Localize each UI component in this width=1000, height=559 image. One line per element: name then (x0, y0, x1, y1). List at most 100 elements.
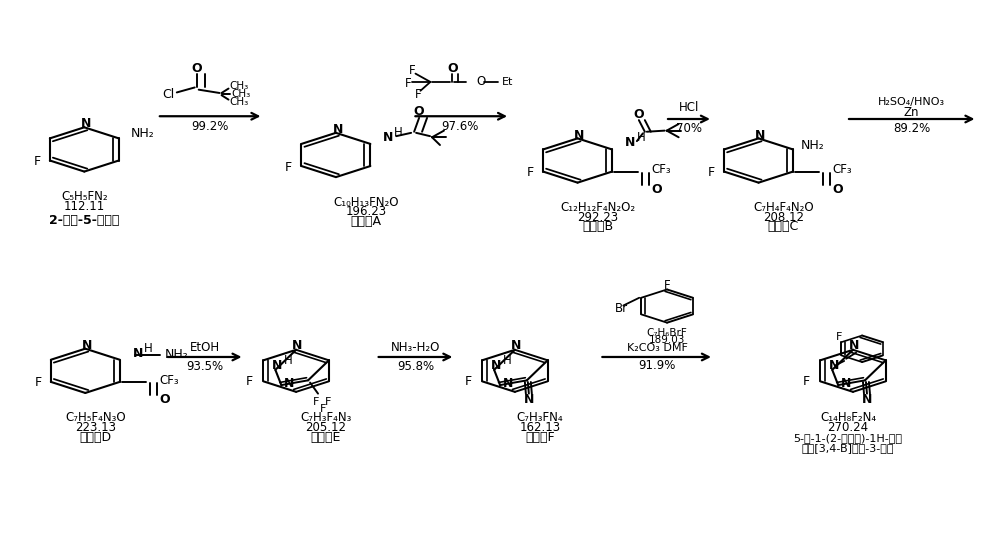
Text: O: O (634, 107, 644, 121)
Text: EtOH: EtOH (190, 340, 220, 353)
Text: O: O (414, 105, 424, 119)
Text: C₅H₅FN₂: C₅H₅FN₂ (61, 190, 108, 203)
Text: 205.12: 205.12 (305, 421, 346, 434)
Text: F: F (34, 377, 42, 390)
Text: N: N (829, 359, 839, 372)
Text: K₂CO₃ DMF: K₂CO₃ DMF (627, 343, 688, 353)
Text: NH₂: NH₂ (131, 127, 155, 140)
Text: 99.2%: 99.2% (191, 120, 228, 132)
Text: N: N (491, 359, 501, 372)
Text: 5-氟-1-(2-氟苯基)-1H-吵啶: 5-氟-1-(2-氟苯基)-1H-吵啶 (794, 433, 903, 443)
Text: 89.2%: 89.2% (893, 122, 930, 135)
Text: H₂SO₄/HNO₃: H₂SO₄/HNO₃ (878, 97, 945, 107)
Text: H: H (284, 354, 293, 367)
Text: 95.8%: 95.8% (397, 360, 434, 373)
Text: F: F (664, 278, 670, 292)
Text: F: F (415, 88, 422, 101)
Text: 中间体E: 中间体E (311, 431, 341, 444)
Text: O: O (447, 62, 458, 75)
Text: N: N (755, 129, 766, 141)
Text: F: F (33, 155, 41, 168)
Text: N: N (524, 392, 534, 406)
Text: C₇H₃F₄N₃: C₇H₃F₄N₃ (300, 411, 352, 424)
Text: C₁₄H₈F₂N₄: C₁₄H₈F₂N₄ (820, 411, 876, 424)
Text: H: H (144, 342, 153, 355)
Text: H: H (636, 131, 645, 144)
Text: NH₃-H₂O: NH₃-H₂O (391, 340, 440, 353)
Text: N: N (132, 347, 143, 359)
Text: N: N (841, 377, 851, 391)
Text: F: F (465, 375, 472, 388)
Text: 93.5%: 93.5% (186, 360, 223, 373)
Text: Br: Br (615, 302, 628, 315)
Text: N: N (81, 117, 91, 130)
Text: 酮基[3,4-B]吵啶-3-甲腺: 酮基[3,4-B]吵啶-3-甲腺 (802, 443, 894, 453)
Text: 中间体B: 中间体B (582, 220, 613, 234)
Text: 208.12: 208.12 (763, 211, 804, 224)
Text: C₇H₆BrF: C₇H₆BrF (647, 328, 687, 338)
Text: F: F (527, 166, 534, 179)
Text: N: N (503, 377, 513, 391)
Text: N: N (849, 339, 859, 352)
Text: O: O (833, 183, 843, 196)
Text: C₁₀H₁₃FN₂O: C₁₀H₁₃FN₂O (333, 196, 398, 209)
Text: F: F (409, 64, 416, 77)
Text: N: N (82, 339, 92, 352)
Text: O: O (476, 75, 485, 88)
Text: NH₂: NH₂ (801, 139, 825, 151)
Text: 292.23: 292.23 (577, 211, 618, 224)
Text: Zn: Zn (904, 106, 919, 119)
Text: 70%: 70% (676, 122, 702, 135)
Text: CH₃: CH₃ (230, 97, 249, 107)
Text: F: F (836, 332, 843, 342)
Text: 2-氨基-5-氟吵啶: 2-氨基-5-氟吵啶 (49, 214, 120, 227)
Text: N: N (862, 392, 872, 406)
Text: C₇H₃FN₄: C₇H₃FN₄ (516, 411, 563, 424)
Text: F: F (320, 404, 326, 414)
Text: C₇H₅F₄N₃O: C₇H₅F₄N₃O (65, 411, 126, 424)
Text: F: F (803, 375, 810, 388)
Text: 196.23: 196.23 (345, 206, 386, 219)
Text: F: F (405, 77, 412, 89)
Text: N: N (272, 359, 283, 372)
Text: 189.03: 189.03 (649, 335, 685, 345)
Text: NH₂: NH₂ (165, 348, 188, 361)
Text: 中间体C: 中间体C (768, 220, 799, 234)
Text: F: F (313, 397, 319, 408)
Text: 中间体D: 中间体D (79, 431, 111, 444)
Text: CH₃: CH₃ (230, 82, 249, 91)
Text: CH₃: CH₃ (232, 89, 251, 99)
Text: 97.6%: 97.6% (442, 120, 479, 132)
Text: Et: Et (502, 77, 513, 87)
Text: H: H (394, 126, 403, 139)
Text: O: O (191, 61, 202, 74)
Text: HCl: HCl (679, 101, 699, 115)
Text: N: N (383, 131, 393, 144)
Text: F: F (325, 397, 331, 408)
Text: CF₃: CF₃ (160, 374, 179, 387)
Text: N: N (625, 136, 635, 149)
Text: N: N (333, 123, 343, 136)
Text: CF₃: CF₃ (833, 163, 852, 177)
Text: 223.13: 223.13 (75, 421, 116, 434)
Text: C₁₂H₁₂F₄N₂O₂: C₁₂H₁₂F₄N₂O₂ (560, 201, 635, 214)
Text: F: F (246, 375, 253, 388)
Text: N: N (284, 377, 294, 391)
Text: F: F (708, 166, 715, 179)
Text: Cl: Cl (163, 88, 175, 101)
Text: 270.24: 270.24 (827, 421, 869, 434)
Text: N: N (511, 339, 521, 352)
Text: 91.9%: 91.9% (638, 359, 676, 372)
Text: N: N (292, 339, 302, 352)
Text: F: F (285, 160, 292, 174)
Text: 中间体A: 中间体A (350, 215, 381, 228)
Text: O: O (160, 393, 170, 406)
Text: O: O (652, 183, 662, 196)
Text: 中间体F: 中间体F (525, 431, 555, 444)
Text: 112.11: 112.11 (64, 200, 105, 213)
Text: CF₃: CF₃ (652, 163, 671, 177)
Text: N: N (574, 129, 585, 141)
Text: 162.13: 162.13 (519, 421, 560, 434)
Text: C₇H₄F₄N₂O: C₇H₄F₄N₂O (753, 201, 814, 214)
Text: H: H (503, 354, 511, 367)
